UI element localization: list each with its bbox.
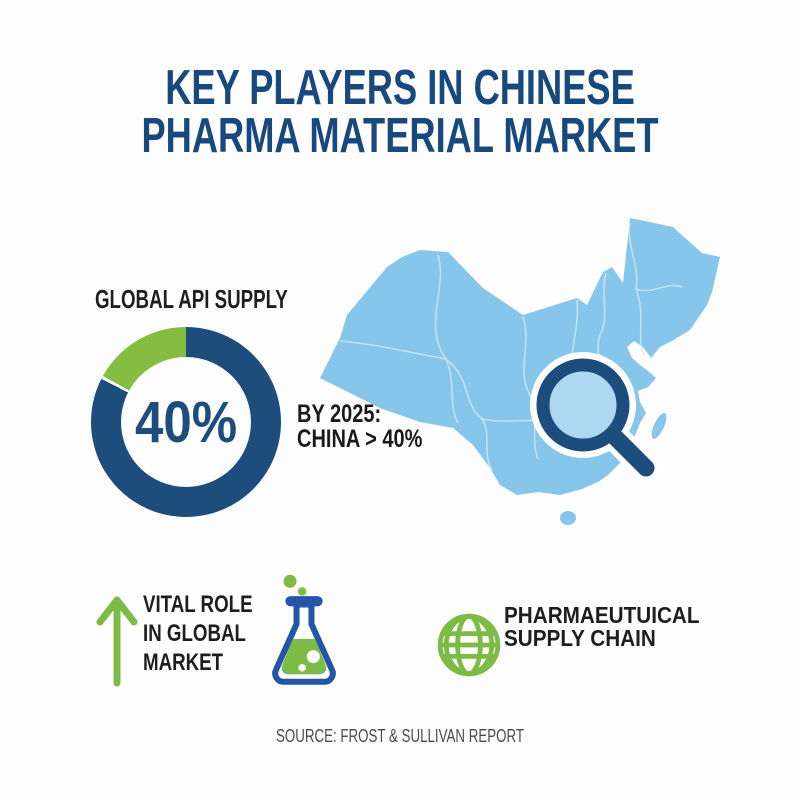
taiwan-island bbox=[651, 413, 667, 439]
flask-icon bbox=[272, 574, 336, 685]
fact-pharma-text: PHARMAEUTUICAL SUPPLY CHAIN bbox=[504, 604, 699, 650]
map-annotation: BY 2025: CHINA > 40% bbox=[297, 402, 422, 452]
arrow-up-icon bbox=[96, 596, 138, 687]
fact-vital-line2: IN GLOBAL bbox=[143, 620, 246, 647]
page-title: KEY PLAYERS IN CHINESE PHARMA MATERIAL M… bbox=[104, 61, 696, 163]
magnifier-icon bbox=[530, 352, 662, 484]
map-annotation-line1: BY 2025: bbox=[297, 400, 382, 428]
china-map bbox=[320, 218, 720, 525]
map-annotation-line2: CHINA > 40% bbox=[297, 425, 423, 453]
hainan-island bbox=[560, 511, 576, 525]
china-map-outline bbox=[320, 218, 720, 495]
page-title-line2: PHARMA MATERIAL MARKET bbox=[141, 109, 659, 163]
globe-icon bbox=[437, 613, 501, 677]
fact-vital-line1: VITAL ROLE bbox=[143, 591, 253, 618]
donut-hole: 40% bbox=[121, 357, 251, 487]
fact-vital-line3: MARKET bbox=[143, 649, 224, 676]
donut-chart: 40% bbox=[91, 327, 281, 517]
fact-vital-text: VITAL ROLE IN GLOBAL MARKET bbox=[143, 590, 253, 677]
page-title-line1: KEY PLAYERS IN CHINESE bbox=[165, 61, 635, 115]
source-note: SOURCE: FROST & SULLIVAN REPORT bbox=[276, 726, 524, 746]
donut-chart-title: GLOBAL API SUPPLY bbox=[95, 284, 288, 314]
fact-pharma-line2: SUPPLY CHAIN bbox=[504, 625, 656, 651]
donut-center-value: 40% bbox=[134, 389, 238, 455]
fact-pharma-line1: PHARMAEUTUICAL bbox=[504, 602, 700, 628]
